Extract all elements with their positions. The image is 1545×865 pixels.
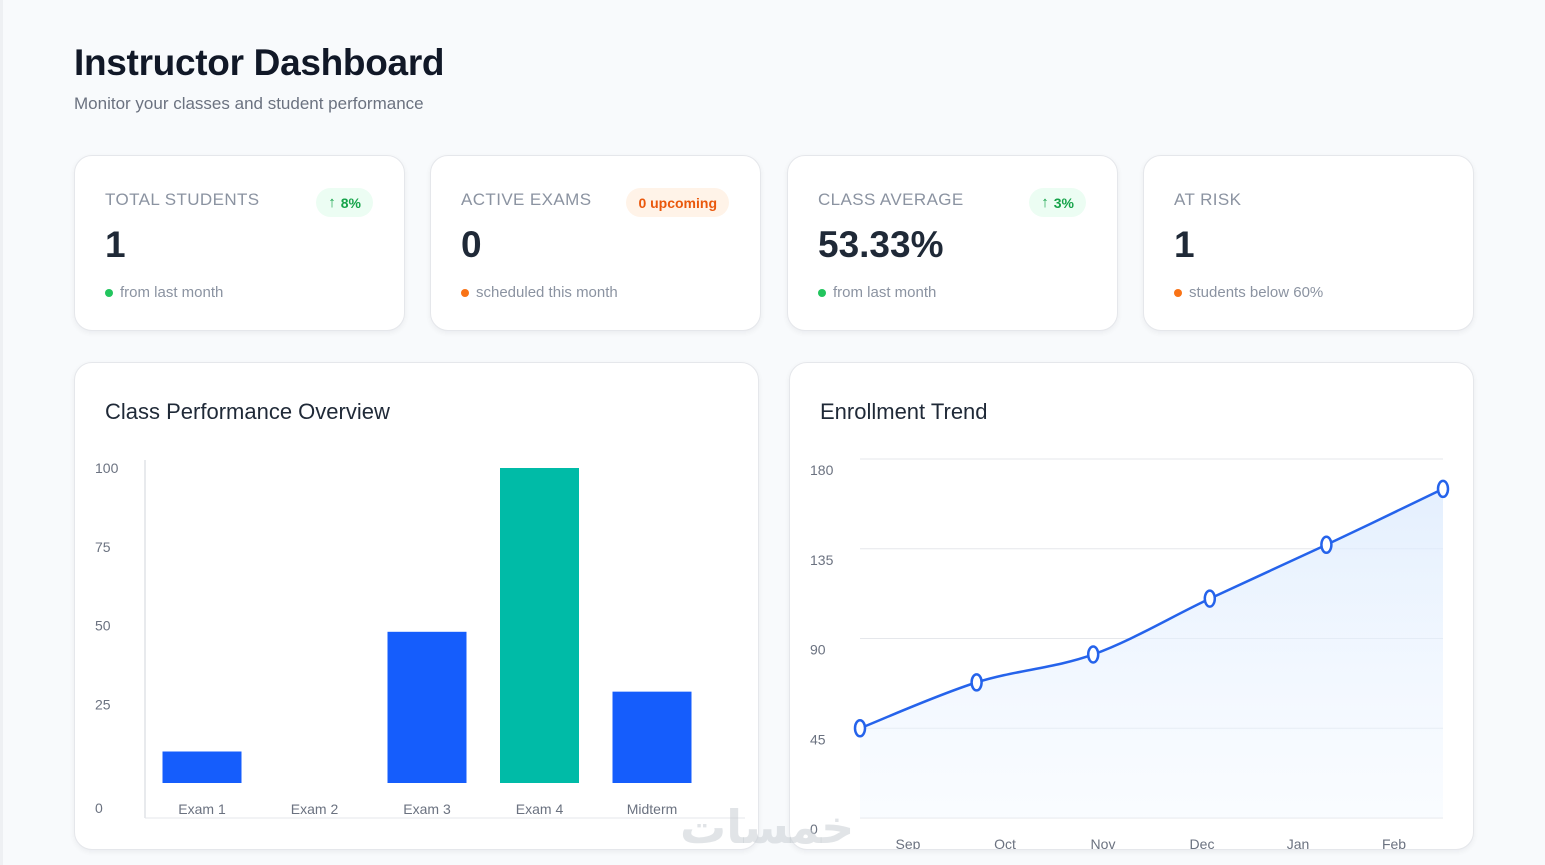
y-tick-label: 50 <box>95 618 111 634</box>
stat-caption: scheduled this month <box>461 284 618 301</box>
window-edge <box>0 0 3 865</box>
x-tick-label: Midterm <box>627 801 678 817</box>
status-dot-icon <box>105 288 113 297</box>
stat-caption: students below 60% <box>1174 284 1323 301</box>
data-point <box>1320 535 1333 555</box>
series-line <box>859 487 1444 730</box>
stat-caption: from last month <box>818 284 936 301</box>
stat-value: 1 <box>1174 224 1195 265</box>
stat-label: TOTAL STUDENTS <box>105 190 260 209</box>
class-performance-panel: Class Performance Overview 0 25 50 75 100 Exa… <box>74 362 759 850</box>
stat-label: AT RISK <box>1174 190 1242 209</box>
stat-caption-text: scheduled this month <box>476 284 618 301</box>
watermark-logo: خمسات <box>680 800 855 854</box>
trend-badge-text: 8% <box>340 194 361 211</box>
page-subtitle: Monitor your classes and student perform… <box>74 94 424 113</box>
stat-card-class-average[interactable]: CLASS AVERAGE ↑ 3% 53.33% from last mont… <box>787 155 1118 331</box>
x-tick-label: Sep <box>896 836 921 850</box>
x-tick-label: Oct <box>994 836 1016 850</box>
y-tick-label: 180 <box>810 462 834 478</box>
stat-caption-text: from last month <box>833 284 937 301</box>
stat-value: 1 <box>105 224 126 265</box>
stat-card-total-students[interactable]: TOTAL STUDENTS ↑ 8% 1 from last month <box>74 155 405 331</box>
y-tick-label: 135 <box>810 552 834 568</box>
data-point <box>1436 479 1450 499</box>
x-tick-label: Exam 3 <box>403 801 451 817</box>
bar <box>162 751 242 783</box>
stat-card-at-risk[interactable]: AT RISK 1 students below 60% <box>1143 155 1474 331</box>
y-tick-label: 100 <box>95 460 119 476</box>
stat-caption-text: students below 60% <box>1189 284 1324 301</box>
trend-badge-text: 3% <box>1053 194 1074 211</box>
y-tick-label: 25 <box>95 696 111 712</box>
x-tick-label: Jan <box>1287 836 1310 850</box>
enrollment-trend-panel: Enrollment Trend 0 45 90 135 180 Sep Oct Nov Dec… <box>789 362 1474 850</box>
trend-badge: ↑ 3% <box>1029 188 1086 217</box>
line-chart: 0 45 90 135 180 Sep Oct Nov Dec Jan Feb <box>810 458 1450 850</box>
bar <box>387 631 467 783</box>
status-dot-icon <box>461 288 469 297</box>
chart-title: Enrollment Trend <box>820 399 988 424</box>
x-tick-label: Exam 1 <box>178 801 226 817</box>
y-tick-label: 0 <box>95 800 103 816</box>
y-tick-label: 0 <box>810 821 818 837</box>
stat-value: 53.33% <box>818 224 944 265</box>
x-tick-label: Exam 2 <box>291 801 339 817</box>
data-point <box>853 719 867 738</box>
status-dot-icon <box>818 288 826 297</box>
bar-chart: 0 25 50 75 100 Exam 1 Exam 2 Exam 3 Exam 4 Midter… <box>95 460 745 819</box>
stat-label: CLASS AVERAGE <box>818 190 964 209</box>
stat-value: 0 <box>461 224 482 265</box>
data-point <box>1086 645 1100 664</box>
x-tick-label: Feb <box>1382 836 1406 850</box>
arrow-up-icon: ↑ <box>328 194 336 211</box>
y-tick-label: 45 <box>810 731 826 747</box>
x-tick-label: Nov <box>1091 836 1116 850</box>
page-title: Instructor Dashboard <box>74 42 445 83</box>
upcoming-badge-text: 0 upcoming <box>638 194 717 211</box>
data-point <box>1203 589 1217 608</box>
stat-label: ACTIVE EXAMS <box>461 190 592 209</box>
status-dot-icon <box>1174 288 1182 297</box>
stat-caption: from last month <box>105 284 223 301</box>
x-tick-label: Exam 4 <box>516 801 564 817</box>
arrow-up-icon: ↑ <box>1041 194 1049 211</box>
stat-cards: TOTAL STUDENTS ↑ 8% 1 from last month AC… <box>74 155 1474 331</box>
x-tick-label: Dec <box>1190 836 1215 850</box>
data-point <box>970 673 983 692</box>
stat-caption-text: from last month <box>120 284 224 301</box>
y-tick-label: 90 <box>810 642 826 658</box>
bar <box>612 691 692 783</box>
bar <box>500 468 579 783</box>
trend-badge: ↑ 8% <box>316 188 373 217</box>
area-fill <box>860 488 1443 818</box>
stat-card-active-exams[interactable]: ACTIVE EXAMS 0 upcoming 0 scheduled this… <box>430 155 761 331</box>
chart-title: Class Performance Overview <box>105 399 390 424</box>
upcoming-badge: 0 upcoming <box>626 188 729 217</box>
y-tick-label: 75 <box>95 539 111 555</box>
